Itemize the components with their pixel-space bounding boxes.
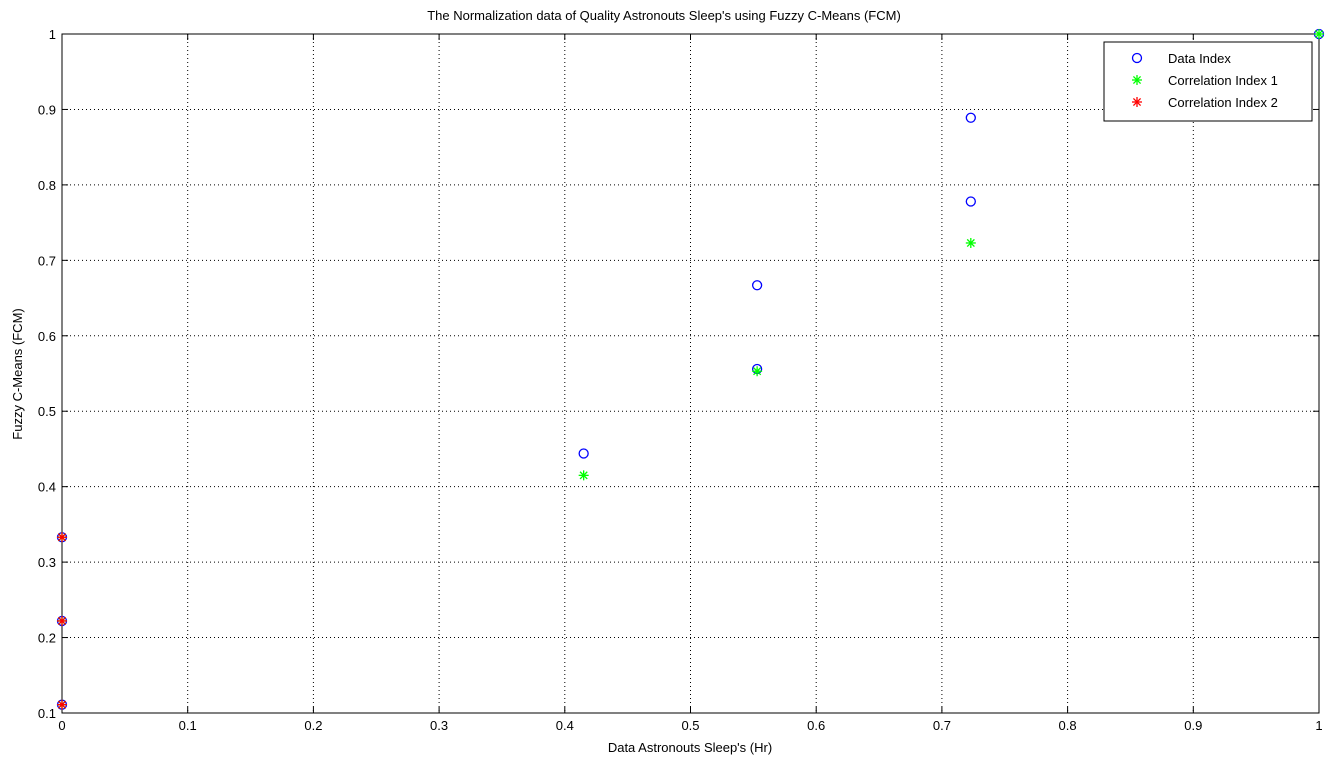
star-stroke	[966, 238, 975, 248]
data-point	[965, 112, 976, 123]
x-tick-label: 1	[1315, 718, 1322, 733]
data-point	[578, 470, 589, 481]
data-points	[56, 28, 1325, 710]
legend-label: Correlation Index 1	[1168, 73, 1278, 88]
star-stroke	[1132, 75, 1142, 85]
y-tick-label: 0.8	[38, 178, 56, 193]
star-stroke	[57, 616, 67, 626]
x-tick-label: 0.8	[1059, 718, 1077, 733]
star-stroke	[1132, 97, 1142, 107]
y-tick-label: 0.6	[38, 329, 56, 344]
data-point	[965, 196, 976, 207]
legend-entry: Data Index	[1131, 51, 1231, 66]
legend-entries: Data Index Correlation Index 1 Correlation…	[1131, 51, 1278, 110]
x-tick-label: 0	[58, 718, 65, 733]
legend-marker	[1131, 52, 1143, 64]
data-point	[752, 366, 763, 377]
legend-label: Correlation Index 2	[1168, 95, 1278, 110]
x-tick-label: 0.2	[304, 718, 322, 733]
plot-area	[62, 34, 1319, 713]
legend: Data Index Correlation Index 1 Correlation…	[1103, 41, 1313, 122]
x-tick-label: 0.7	[933, 718, 951, 733]
x-tick-labels: 0 0.1 0.2 0.3 0.4 0.5 0.6 0.7 0.8 0.9 1	[58, 718, 1322, 733]
data-point	[1314, 29, 1324, 39]
x-tick-label: 0.4	[556, 718, 574, 733]
grid-layer	[62, 34, 1319, 713]
y-tick-label: 0.9	[38, 102, 56, 117]
data-point	[965, 237, 976, 248]
data-point	[57, 532, 67, 543]
x-axis-label: Data Astronouts Sleep's (Hr)	[608, 740, 772, 755]
star-stroke	[57, 700, 67, 709]
y-tick-label: 1	[49, 27, 56, 42]
legend-label: Data Index	[1168, 51, 1231, 66]
star-stroke	[579, 471, 588, 480]
x-tick-label: 0.5	[681, 718, 699, 733]
chart-title: The Normalization data of Quality Astron…	[427, 8, 901, 23]
y-tick-label: 0.1	[38, 706, 56, 721]
star-stroke	[1314, 29, 1324, 39]
x-tick-label: 0.6	[807, 718, 825, 733]
data-point	[57, 699, 67, 710]
y-tick-labels: 0.1 0.2 0.3 0.4 0.5 0.6 0.7 0.8 0.9 1	[38, 27, 56, 721]
legend-marker	[1132, 97, 1142, 107]
y-tick-label: 0.4	[38, 480, 56, 495]
legend-entry: Correlation Index 1	[1132, 73, 1278, 88]
x-tick-label: 0.3	[430, 718, 448, 733]
data-point	[578, 448, 589, 459]
x-tick-label: 0.1	[179, 718, 197, 733]
star-stroke	[753, 367, 762, 376]
plot-frame	[61, 33, 1320, 714]
y-axis-label: Fuzzy C-Means (FCM)	[10, 308, 25, 439]
legend-marker	[1132, 75, 1142, 85]
y-tick-label: 0.7	[38, 253, 56, 268]
y-tick-label: 0.3	[38, 555, 56, 570]
data-point	[57, 615, 67, 626]
y-tick-label: 0.2	[38, 631, 56, 646]
y-tick-label: 0.5	[38, 404, 56, 419]
star-stroke	[57, 533, 67, 542]
legend-entry: Correlation Index 2	[1132, 95, 1278, 110]
series-2	[57, 532, 67, 710]
data-point	[751, 280, 763, 291]
x-tick-label: 0.9	[1184, 718, 1202, 733]
